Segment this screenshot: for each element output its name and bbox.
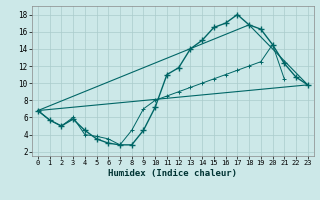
X-axis label: Humidex (Indice chaleur): Humidex (Indice chaleur) [108,169,237,178]
